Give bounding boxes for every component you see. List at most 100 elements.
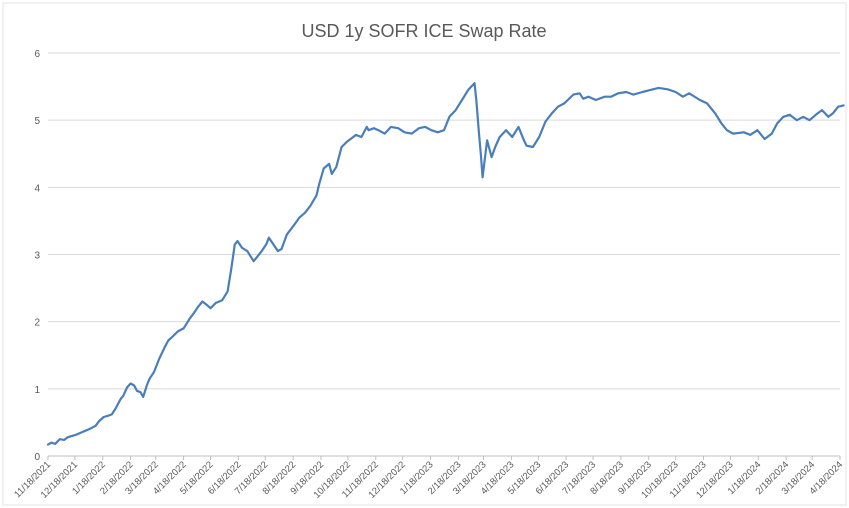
data-point bbox=[192, 313, 195, 315]
data-point bbox=[230, 268, 232, 270]
y-tick-label: 3 bbox=[34, 251, 40, 262]
data-point bbox=[776, 122, 778, 125]
data-point bbox=[789, 114, 791, 116]
data-point bbox=[277, 250, 279, 252]
data-point bbox=[142, 396, 144, 398]
data-point bbox=[802, 116, 804, 118]
data-point bbox=[384, 133, 386, 135]
data-point bbox=[443, 129, 445, 131]
data-point bbox=[167, 339, 169, 342]
data-point bbox=[98, 420, 100, 422]
y-tick-label: 5 bbox=[34, 116, 40, 127]
data-point bbox=[523, 139, 525, 141]
data-point bbox=[255, 257, 257, 259]
data-point bbox=[76, 433, 78, 436]
data-point bbox=[461, 99, 463, 101]
data-point bbox=[505, 129, 507, 131]
chart-title: USD 1y SOFR ICE Swap Rate bbox=[301, 21, 546, 41]
data-point bbox=[265, 243, 267, 245]
data-point bbox=[177, 330, 179, 332]
data-point bbox=[360, 136, 362, 138]
data-point bbox=[377, 129, 379, 131]
data-point bbox=[482, 176, 484, 178]
data-point bbox=[557, 106, 559, 108]
data-point bbox=[315, 194, 318, 196]
data-point bbox=[699, 99, 701, 101]
data-point bbox=[579, 92, 581, 94]
data-point bbox=[59, 438, 61, 440]
data-point bbox=[563, 102, 565, 104]
data-point bbox=[67, 436, 69, 438]
data-point bbox=[164, 346, 166, 348]
data-point bbox=[158, 358, 160, 360]
data-point bbox=[821, 109, 823, 111]
data-point bbox=[341, 146, 343, 148]
data-point bbox=[403, 131, 406, 133]
data-point bbox=[411, 133, 413, 135]
data-point bbox=[63, 439, 65, 441]
data-point bbox=[95, 425, 97, 427]
data-point bbox=[582, 98, 584, 100]
data-point bbox=[538, 136, 540, 138]
gridlines bbox=[48, 52, 840, 390]
data-point bbox=[54, 443, 56, 445]
data-point bbox=[714, 112, 716, 114]
data-point bbox=[756, 129, 759, 131]
data-point bbox=[726, 129, 728, 131]
data-point bbox=[107, 415, 109, 417]
data-point bbox=[625, 91, 627, 93]
y-tick-label: 4 bbox=[34, 183, 40, 194]
data-point bbox=[373, 127, 375, 129]
data-point bbox=[331, 173, 333, 175]
data-point bbox=[209, 307, 212, 309]
data-point bbox=[197, 306, 199, 308]
data-point bbox=[526, 145, 528, 147]
data-point bbox=[253, 260, 255, 262]
data-point bbox=[675, 91, 677, 93]
data-point bbox=[390, 126, 392, 128]
data-point bbox=[120, 398, 122, 400]
data-point bbox=[808, 119, 811, 121]
data-point bbox=[368, 129, 370, 131]
data-point bbox=[617, 92, 619, 94]
data-point bbox=[309, 205, 311, 207]
data-point bbox=[467, 89, 469, 91]
data-point bbox=[272, 243, 274, 245]
data-point bbox=[771, 133, 773, 135]
data-point bbox=[491, 156, 493, 158]
data-point bbox=[649, 89, 652, 91]
data-point bbox=[517, 126, 520, 128]
data-point bbox=[71, 435, 73, 437]
data-point bbox=[499, 136, 501, 138]
data-point bbox=[215, 302, 217, 304]
data-point bbox=[595, 99, 597, 101]
y-tick-label: 6 bbox=[34, 49, 40, 60]
data-point bbox=[328, 163, 330, 165]
data-point bbox=[764, 138, 766, 140]
data-point bbox=[318, 183, 320, 185]
data-point bbox=[397, 127, 399, 129]
data-point bbox=[437, 131, 439, 133]
data-point bbox=[355, 134, 357, 136]
data-point bbox=[189, 317, 191, 319]
data-point bbox=[494, 146, 496, 148]
data-point bbox=[658, 87, 660, 89]
data-point bbox=[832, 112, 834, 114]
data-point bbox=[234, 243, 236, 245]
data-point bbox=[126, 386, 128, 389]
data-point bbox=[720, 122, 723, 125]
data-point bbox=[268, 237, 270, 239]
data-point bbox=[486, 139, 488, 141]
data-point bbox=[136, 390, 138, 392]
data-point bbox=[261, 250, 263, 252]
data-point bbox=[246, 250, 248, 252]
data-point bbox=[551, 112, 553, 114]
data-point bbox=[286, 233, 288, 235]
data-point bbox=[473, 82, 476, 84]
data-point bbox=[511, 136, 513, 138]
data-point bbox=[335, 166, 337, 168]
data-point bbox=[241, 247, 243, 249]
data-point bbox=[114, 408, 116, 410]
data-point bbox=[304, 212, 306, 214]
